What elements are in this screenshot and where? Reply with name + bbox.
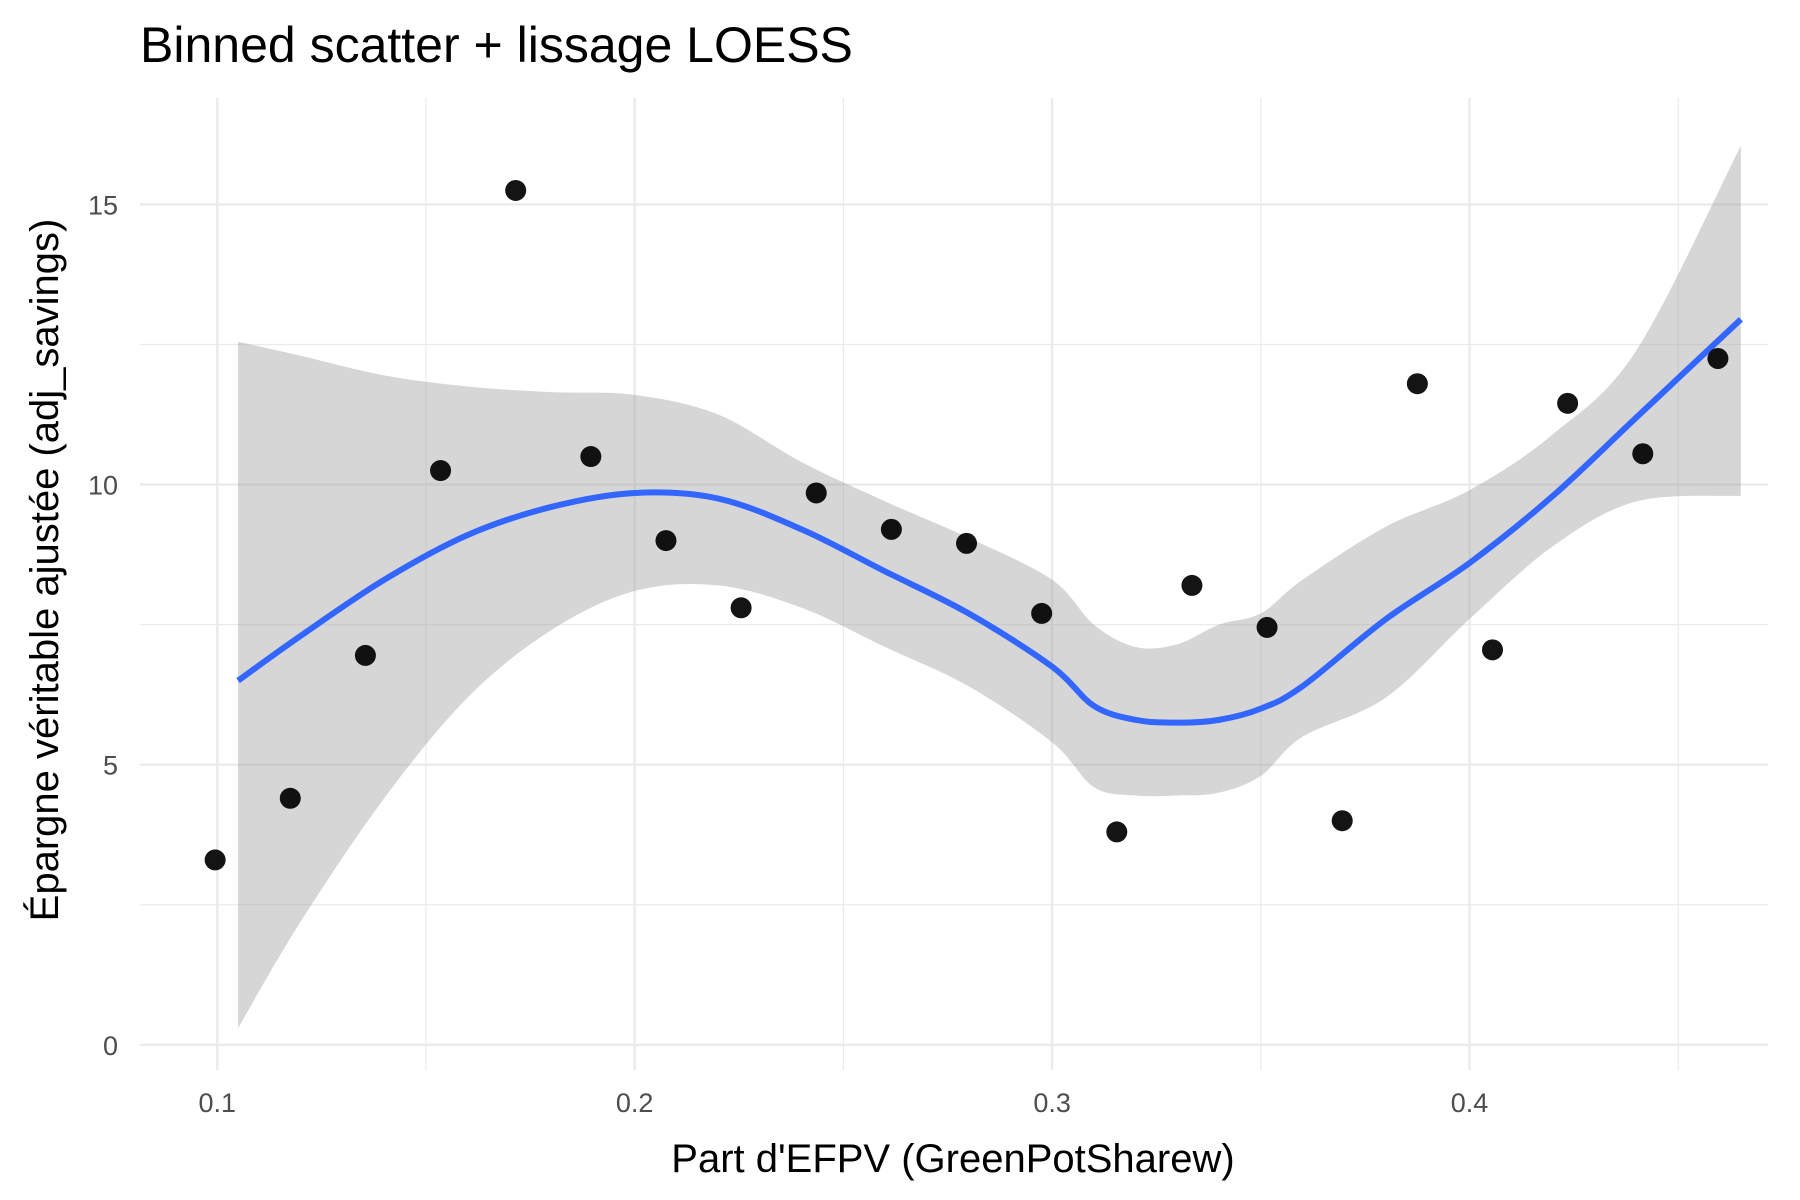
chart-title: Binned scatter + lissage LOESS <box>140 17 853 73</box>
x-tick-label: 0.4 <box>1451 1088 1489 1118</box>
x-tick-label: 0.3 <box>1033 1088 1071 1118</box>
confidence-band-layer <box>238 145 1741 1028</box>
data-point <box>956 532 978 554</box>
y-tick-label: 0 <box>103 1031 118 1061</box>
data-point <box>1106 821 1128 843</box>
smooth-line-layer <box>236 317 1743 726</box>
data-point <box>204 849 226 871</box>
data-point <box>1557 392 1579 414</box>
data-point <box>1181 574 1203 596</box>
data-point <box>655 530 677 552</box>
points-layer <box>204 179 1729 871</box>
data-point <box>1331 810 1353 832</box>
data-point <box>880 518 902 540</box>
y-tick-label: 10 <box>88 471 118 501</box>
grid <box>140 98 1768 1070</box>
loess-line <box>236 317 1743 726</box>
data-point <box>730 597 752 619</box>
data-point <box>1031 602 1053 624</box>
data-point <box>580 446 602 468</box>
y-tick-label: 5 <box>103 751 118 781</box>
data-point <box>354 644 376 666</box>
data-point <box>1481 639 1503 661</box>
data-point <box>1256 616 1278 638</box>
data-point <box>430 460 452 482</box>
confidence-band <box>238 145 1741 1028</box>
x-axis-title: Part d'EFPV (GreenPotSharew) <box>671 1137 1234 1181</box>
y-tick-label: 15 <box>88 190 118 220</box>
data-point <box>505 179 527 201</box>
x-tick-label: 0.1 <box>198 1088 236 1118</box>
y-axis-title: Épargne véritable ajustée (adj_savings) <box>22 219 67 922</box>
data-point <box>279 787 301 809</box>
y-tick-labels: 0 5 10 15 <box>88 190 118 1060</box>
data-point <box>1406 373 1428 395</box>
data-point <box>805 482 827 504</box>
data-point <box>1707 348 1729 370</box>
data-point <box>1632 443 1654 465</box>
x-tick-label: 0.2 <box>616 1088 654 1118</box>
x-tick-labels: 0.1 0.2 0.3 0.4 <box>198 1088 1488 1118</box>
